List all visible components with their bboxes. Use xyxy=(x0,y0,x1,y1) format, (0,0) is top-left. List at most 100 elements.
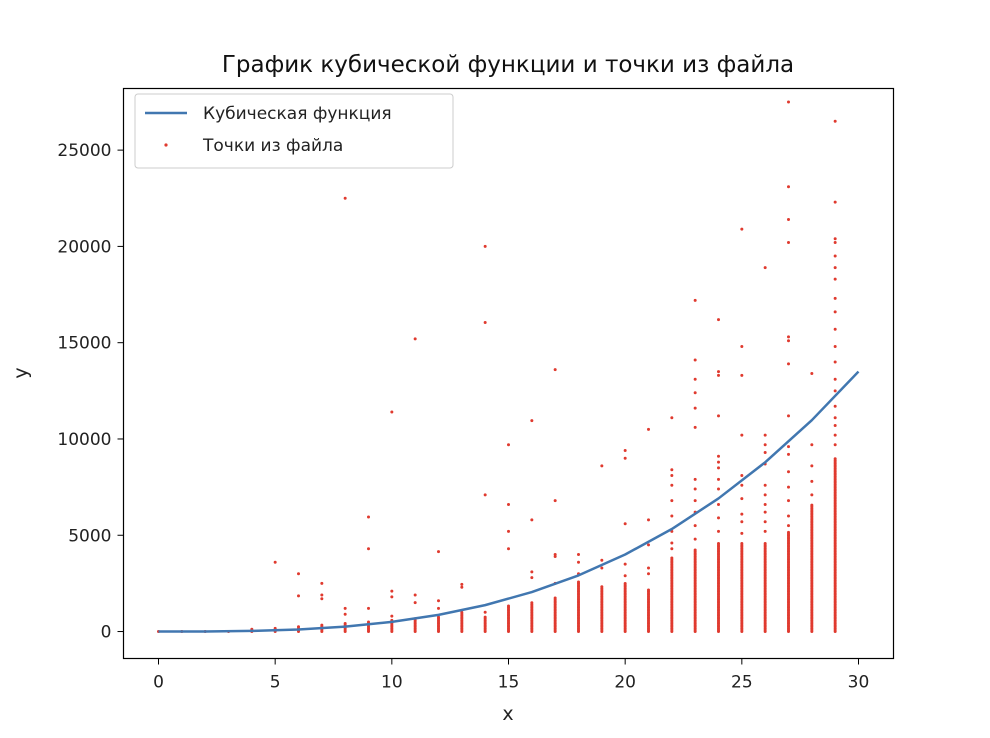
scatter-point xyxy=(670,483,674,487)
scatter-point xyxy=(787,100,790,104)
scatter-point xyxy=(367,620,370,624)
x-axis: 0 5 10 15 20 25 30 xyxy=(153,658,870,693)
scatter-point xyxy=(530,576,534,580)
scatter-point xyxy=(810,464,814,468)
scatter-point xyxy=(740,483,744,487)
scatter-point xyxy=(693,425,697,429)
scatter-point xyxy=(740,520,744,524)
scatter-point xyxy=(763,443,767,447)
x-axis-label: x xyxy=(502,703,513,725)
scatter-point xyxy=(390,410,394,414)
scatter-point xyxy=(577,560,580,564)
scatter-point xyxy=(717,516,720,520)
cubic-function-line xyxy=(158,370,860,633)
scatter-point xyxy=(670,541,674,545)
scatter-point xyxy=(717,370,720,374)
legend: Кубическая функция Точки из файла xyxy=(134,93,454,169)
scatter-point xyxy=(833,416,837,420)
scatter-point xyxy=(343,612,347,616)
scatter-point xyxy=(530,601,534,605)
scatter-point xyxy=(273,560,277,564)
scatter-point xyxy=(693,377,697,381)
scatter-point xyxy=(833,360,837,364)
scatter-point xyxy=(740,497,744,501)
scatter-point xyxy=(413,601,417,605)
y-tick-label: 10000 xyxy=(57,430,111,450)
scatter-point xyxy=(320,581,324,585)
scatter-point xyxy=(623,562,627,566)
scatter-point xyxy=(717,460,720,464)
scatter-point xyxy=(787,241,790,245)
cubic-line xyxy=(158,370,860,633)
scatter-point xyxy=(600,464,604,468)
scatter-point xyxy=(297,625,300,629)
scatter-point xyxy=(553,596,557,600)
legend-label-points: Точки из файла xyxy=(202,136,343,156)
scatter-point xyxy=(483,320,487,324)
scatter-point xyxy=(297,594,300,598)
scatter-point xyxy=(787,470,790,474)
scatter-point xyxy=(693,537,697,541)
scatter-point xyxy=(740,542,744,546)
scatter-points xyxy=(157,100,837,634)
scatter-point xyxy=(367,515,370,519)
scatter-point xyxy=(693,406,697,410)
scatter-point xyxy=(787,445,790,449)
scatter-point xyxy=(740,373,744,377)
scatter-point xyxy=(833,423,837,427)
scatter-point xyxy=(833,277,837,281)
scatter-point xyxy=(647,543,650,547)
scatter-point xyxy=(367,606,370,610)
scatter-point xyxy=(717,373,720,377)
scatter-point xyxy=(577,580,580,584)
scatter-point xyxy=(530,570,534,574)
scatter-point xyxy=(763,483,767,487)
scatter-point xyxy=(787,339,790,343)
scatter-point xyxy=(717,487,720,491)
scatter-point xyxy=(413,593,417,597)
scatter-point xyxy=(670,556,674,560)
scatter-point xyxy=(437,615,440,619)
scatter-point xyxy=(740,474,744,478)
scatter-point xyxy=(390,595,394,599)
scatter-point xyxy=(763,450,767,454)
scatter-point xyxy=(460,582,464,586)
scatter-point xyxy=(787,499,790,503)
scatter-point xyxy=(297,572,300,576)
x-tick-label: 10 xyxy=(381,673,403,693)
y-tick-label: 0 xyxy=(101,623,112,643)
scatter-point xyxy=(763,266,767,270)
scatter-point xyxy=(437,599,440,603)
scatter-point xyxy=(787,217,790,221)
scatter-point xyxy=(343,606,347,610)
scatter-point xyxy=(437,550,440,554)
scatter-point xyxy=(763,433,767,437)
scatter-point xyxy=(833,310,837,314)
scatter-point xyxy=(670,416,674,420)
scatter-point xyxy=(647,572,650,576)
scatter-point xyxy=(740,512,744,516)
x-tick-label: 30 xyxy=(848,673,870,693)
scatter-point xyxy=(507,604,510,608)
scatter-point xyxy=(460,610,464,614)
scatter-point xyxy=(390,614,394,618)
legend-box xyxy=(134,93,454,169)
scatter-point xyxy=(647,518,650,522)
scatter-point xyxy=(623,449,627,453)
scatter-point xyxy=(717,502,720,506)
scatter-point xyxy=(763,520,767,524)
scatter-point xyxy=(600,558,604,562)
scatter-point xyxy=(507,529,510,533)
scatter-point xyxy=(763,493,767,497)
scatter-point xyxy=(483,493,487,497)
scatter-point xyxy=(717,414,720,418)
scatter-point xyxy=(787,414,790,418)
x-tick-label: 15 xyxy=(498,673,520,693)
scatter-point xyxy=(763,542,767,546)
scatter-point xyxy=(810,503,814,507)
scatter-point xyxy=(763,529,767,533)
scatter-point xyxy=(810,479,814,483)
scatter-point xyxy=(763,510,767,514)
scatter-point xyxy=(693,298,697,302)
scatter-point xyxy=(483,244,487,248)
